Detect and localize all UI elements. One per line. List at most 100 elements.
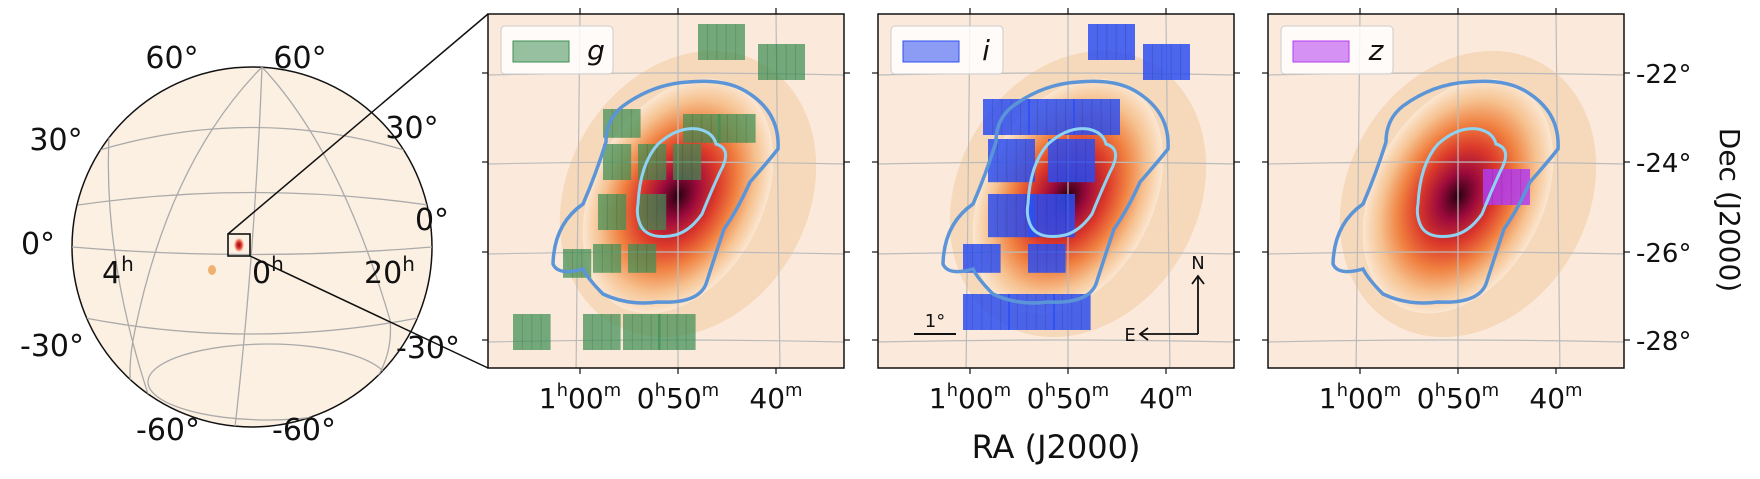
x-tick-sup: h	[1435, 380, 1446, 401]
x-tick-sup2: m	[604, 380, 622, 401]
x-tick-sup2: m	[1384, 380, 1402, 401]
x-tick-sup: m	[1565, 380, 1583, 401]
dec-gridline	[1268, 251, 1624, 255]
x-tick-label: 40m	[1529, 380, 1582, 415]
x-tick-label: 0h50m	[1417, 380, 1499, 415]
globe-ra-label: 0h	[252, 252, 284, 291]
x-tick-main: 0	[1417, 382, 1435, 415]
compass-east-label: E	[1124, 325, 1135, 346]
x-tick-sup: m	[785, 380, 803, 401]
globe-lat-label: 30°	[29, 123, 82, 158]
x-tick-tail: 00	[958, 382, 994, 415]
graticule-parallel	[77, 191, 429, 206]
globe-ra-label-main: 0	[252, 256, 271, 291]
outer-contour	[941, 79, 1170, 305]
globe-ra-label-sup: h	[271, 252, 284, 276]
legend-label: i	[982, 34, 990, 67]
pointing-patch	[623, 314, 661, 350]
zoom-line-top	[227, 13, 489, 235]
globe-lat-label: 30°	[385, 111, 438, 146]
y-tick-label: -26°	[1636, 239, 1691, 269]
pointing-patch	[963, 244, 1001, 273]
panel-frame	[487, 13, 845, 369]
y-axis-label: Dec (J2000)	[1713, 128, 1746, 292]
graticule-meridian	[234, 67, 263, 427]
graticule-parallel	[99, 126, 405, 151]
x-tick-main: 40	[749, 382, 785, 415]
globe-lat-label: -60°	[272, 413, 336, 448]
x-tick-main: 0	[637, 382, 655, 415]
x-tick-sup2: m	[1482, 380, 1500, 401]
inner-contour	[1415, 127, 1508, 238]
compass-north-head	[1191, 274, 1205, 285]
pointing-patch	[983, 99, 1030, 135]
x-tick-label: 1h00m	[1319, 380, 1401, 415]
globe-lat-label: -60°	[136, 413, 200, 448]
target-field	[234, 238, 244, 252]
x-tick-sup: h	[655, 380, 666, 401]
globe-ra-label-main: 20	[364, 256, 402, 291]
globe: 60° 60° 30° 30° 0° 0° -30° -30° -60° -60…	[20, 13, 489, 448]
pointing-patch	[593, 244, 622, 273]
dec-gridline	[878, 339, 1234, 343]
dec-gridline	[488, 251, 844, 255]
pointing-patch	[513, 314, 551, 350]
x-axis-label: RA (J2000)	[972, 428, 1141, 466]
pointing-patch	[1028, 244, 1066, 273]
globe-lat-label: -30°	[396, 331, 460, 366]
x-tick-label: 40m	[1139, 380, 1192, 415]
x-tick-tail: 50	[666, 382, 702, 415]
globe-lat-label: 60°	[145, 41, 198, 76]
x-tick-main: 40	[1139, 382, 1175, 415]
pointing-patch	[603, 144, 632, 180]
pointing-patch	[673, 144, 702, 180]
pointing-patch	[628, 244, 657, 273]
dec-gridline	[1268, 339, 1624, 343]
scale-bar-label: 1°	[925, 311, 945, 332]
outer-contour	[1331, 79, 1560, 305]
x-tick-main: 40	[1529, 382, 1565, 415]
x-tick-sup2: m	[1092, 380, 1110, 401]
legend-swatch	[1292, 40, 1350, 63]
sag-dwarf-dot	[208, 265, 216, 275]
panel-frame	[1267, 13, 1625, 369]
graticule-equator	[72, 246, 432, 256]
pointing-patch	[1088, 24, 1135, 60]
x-tick-tail: 50	[1056, 382, 1092, 415]
pointing-patch	[698, 24, 745, 60]
legend-swatch	[902, 40, 960, 63]
inner-contour	[635, 127, 728, 238]
x-tick-sup2: m	[702, 380, 720, 401]
x-tick-sup: m	[1175, 380, 1193, 401]
x-tick-main: 0	[1027, 382, 1045, 415]
legend-label: z	[1368, 34, 1385, 67]
x-tick-tail: 00	[568, 382, 604, 415]
y-tick-label: -22°	[1636, 60, 1691, 90]
x-tick-label: 0h50m	[1027, 380, 1109, 415]
x-tick-label: 1h00m	[539, 380, 621, 415]
globe-lat-label: 60°	[273, 41, 326, 76]
panel-map	[878, 14, 1234, 368]
x-tick-sup: h	[1337, 380, 1348, 401]
pointing-patch	[598, 194, 627, 230]
globe-ra-label-sup: h	[402, 252, 415, 276]
pointing-patch	[1143, 44, 1190, 80]
legend-label: g	[587, 34, 605, 67]
compass-north-label: N	[1191, 253, 1204, 274]
pointing-patch	[658, 314, 696, 350]
globe-lat-label: 0°	[415, 203, 449, 238]
inner-contour	[1025, 127, 1118, 238]
x-tick-sup: h	[557, 380, 568, 401]
panel-frame	[877, 13, 1235, 369]
globe-lat-label: 0°	[21, 227, 55, 262]
x-tick-sup: h	[947, 380, 958, 401]
pointing-patch	[1008, 294, 1055, 330]
pointing-patch	[583, 314, 621, 350]
x-tick-main: 1	[929, 382, 947, 415]
globe-lat-label: -30°	[20, 329, 84, 364]
y-tick-label: -28°	[1636, 327, 1691, 357]
